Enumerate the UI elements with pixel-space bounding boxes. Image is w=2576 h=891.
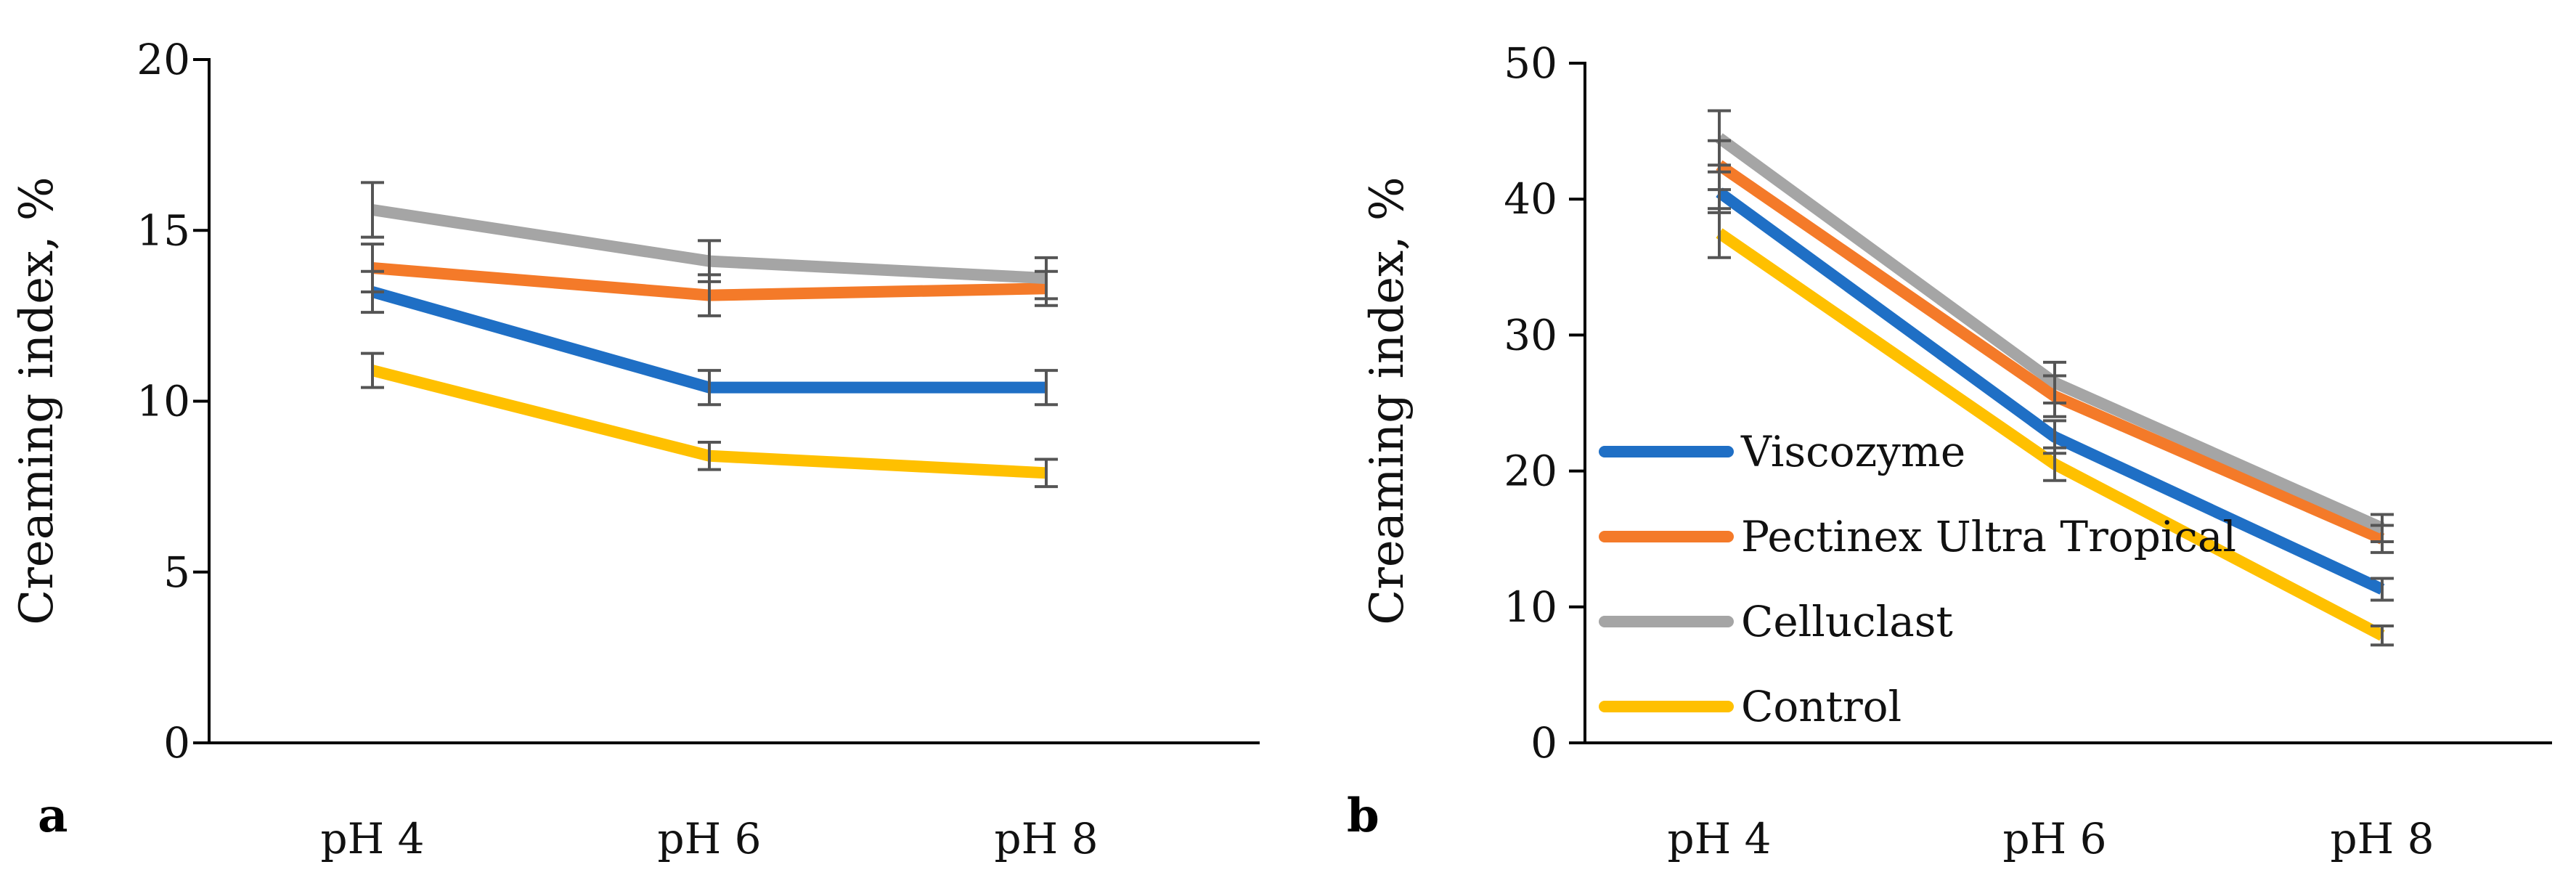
panel-label: b <box>1347 789 1379 843</box>
panel-a-chart: 0 5 10 15 20 pH 4 pH 6 pH 8 Creaming index, % a <box>10 35 1260 863</box>
y-tick-label: 0 <box>1530 718 1557 768</box>
x-tick-label: pH 6 <box>657 814 761 863</box>
x-tick-label: pH 4 <box>320 814 424 863</box>
y-tick-label: 10 <box>136 377 190 426</box>
x-tick-label: pH 4 <box>1667 814 1771 863</box>
y-tick-label: 30 <box>1504 310 1557 359</box>
y-tick-label: 5 <box>163 548 190 597</box>
y-tick-label: 50 <box>1504 38 1557 88</box>
legend-label: Control <box>1741 682 1902 731</box>
legend-label: Celluclast <box>1741 597 1953 646</box>
x-tick-label: pH 8 <box>2330 814 2434 863</box>
x-tick-label: pH 8 <box>994 814 1098 863</box>
y-tick-label: 10 <box>1504 582 1557 632</box>
panel-b-chart: 0 10 20 30 40 50 pH 4 pH 6 pH 8 Creaming index, %… <box>1347 38 2552 863</box>
y-axis-title: Creaming index, % <box>10 176 64 624</box>
y-tick-label: 0 <box>163 718 190 768</box>
panel-label: a <box>38 789 68 843</box>
y-tick-label: 15 <box>136 206 190 255</box>
legend-label: Viscozyme <box>1740 427 1965 476</box>
x-tick-label: pH 6 <box>2002 814 2106 863</box>
y-axis-title: Creaming index, % <box>1361 176 1414 624</box>
y-tick-label: 20 <box>1504 447 1557 496</box>
y-tick-label: 40 <box>1504 174 1557 224</box>
y-tick-label: 20 <box>136 35 190 84</box>
legend-label: Pectinex Ultra Tropical <box>1741 512 2236 561</box>
